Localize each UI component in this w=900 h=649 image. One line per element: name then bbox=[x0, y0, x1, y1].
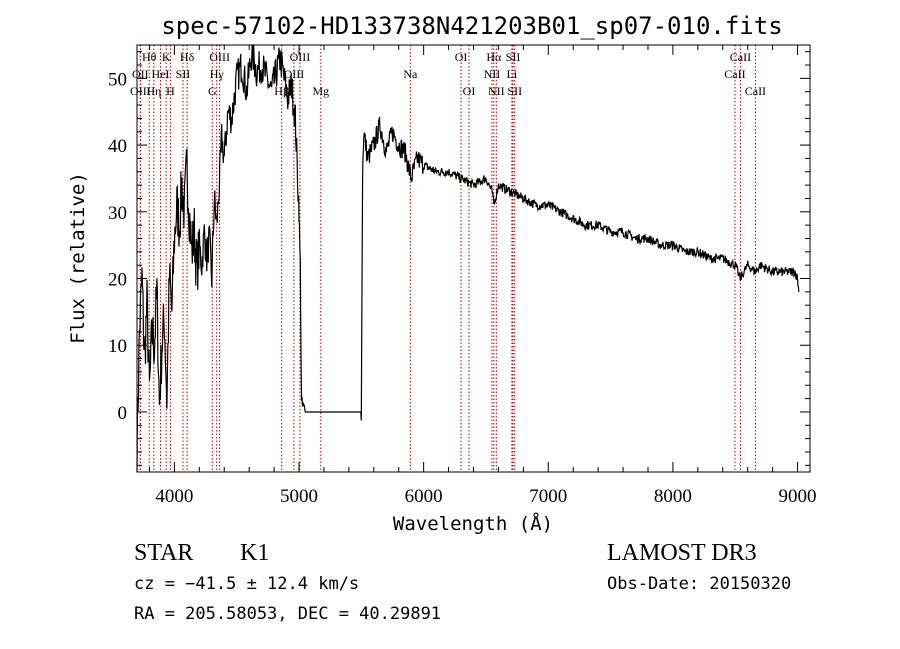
spectral-line-label: OIII bbox=[290, 50, 311, 64]
x-tick-label: 9000 bbox=[779, 486, 817, 507]
spectral-line-labels: Hθ K Hδ OIII OIII OI Hα SII CaII OII HeI SII Hγ OIII N… bbox=[130, 50, 766, 98]
spectral-line-label: SII bbox=[507, 84, 522, 98]
spectral-line-markers bbox=[139, 45, 756, 472]
y-tick-label: 30 bbox=[108, 203, 127, 224]
x-axis-ticks: 4000 5000 6000 7000 8000 9000 bbox=[148, 45, 817, 507]
spectral-line-label: Hα bbox=[486, 50, 502, 64]
spectral-line-label: SII bbox=[506, 50, 521, 64]
spectral-line-label: CaII bbox=[745, 84, 766, 98]
y-axis-label: Flux (relative) bbox=[67, 172, 89, 344]
x-tick-label: 6000 bbox=[405, 486, 443, 507]
redshift-readout: cz = −41.5 ± 12.4 km/s bbox=[134, 574, 359, 594]
spectral-line-label: OIII bbox=[209, 50, 230, 64]
spectral-line-label: HeI bbox=[152, 67, 170, 81]
spectral-line-label: Hθ bbox=[142, 50, 157, 64]
spectral-line-label: H bbox=[166, 84, 175, 98]
spectrum-series bbox=[136, 44, 800, 473]
spectral-line-label: Li bbox=[507, 67, 518, 81]
y-tick-label: 50 bbox=[108, 69, 127, 90]
spectral-line-label: CaII bbox=[724, 67, 745, 81]
spectral-line-label: OII bbox=[132, 67, 149, 81]
y-tick-label: 0 bbox=[118, 403, 128, 424]
spectral-line-label: Na bbox=[403, 67, 418, 81]
x-axis-label: Wavelength (Å) bbox=[393, 512, 553, 535]
x-tick-label: 5000 bbox=[280, 486, 318, 507]
spectral-line-label: G bbox=[208, 84, 217, 98]
coordinates-readout: RA = 205.58053, DEC = 40.29891 bbox=[134, 604, 441, 624]
spectral-line-label: Hη bbox=[146, 84, 161, 98]
spectral-line-label: Mg bbox=[312, 84, 329, 98]
y-tick-label: 20 bbox=[108, 270, 127, 291]
x-tick-label: 7000 bbox=[529, 486, 567, 507]
x-tick-label: 8000 bbox=[654, 486, 692, 507]
spectral-line-label: SII bbox=[176, 67, 191, 81]
y-tick-label: 10 bbox=[108, 336, 127, 357]
spectral-line-label: Hδ bbox=[180, 50, 195, 64]
spectral-line-label: OI bbox=[455, 50, 468, 64]
spectral-line-label: CaII bbox=[730, 50, 751, 64]
y-tick-label: 40 bbox=[108, 136, 127, 157]
spectral-line-label: Hγ bbox=[210, 67, 225, 81]
object-class: STAR bbox=[134, 540, 193, 566]
observation-date: Obs-Date: 20150320 bbox=[607, 574, 791, 594]
spectral-line-label: OI bbox=[463, 84, 476, 98]
spectral-line-label: NII bbox=[488, 84, 505, 98]
x-tick-label: 4000 bbox=[155, 486, 193, 507]
spectral-line-label: NII bbox=[484, 67, 501, 81]
chart-title: spec-57102-HD133738N421203B01_sp07-010.f… bbox=[161, 12, 782, 40]
survey-name: LAMOST DR3 bbox=[607, 540, 757, 566]
spectral-line-label: OIII bbox=[130, 84, 151, 98]
object-subclass: K1 bbox=[240, 540, 269, 566]
spectral-line-label: K bbox=[162, 50, 171, 64]
plot-frame bbox=[136, 44, 811, 473]
y-axis-ticks: 0 10 20 30 40 50 bbox=[108, 51, 810, 466]
spectral-line-label: OIII bbox=[284, 67, 305, 81]
